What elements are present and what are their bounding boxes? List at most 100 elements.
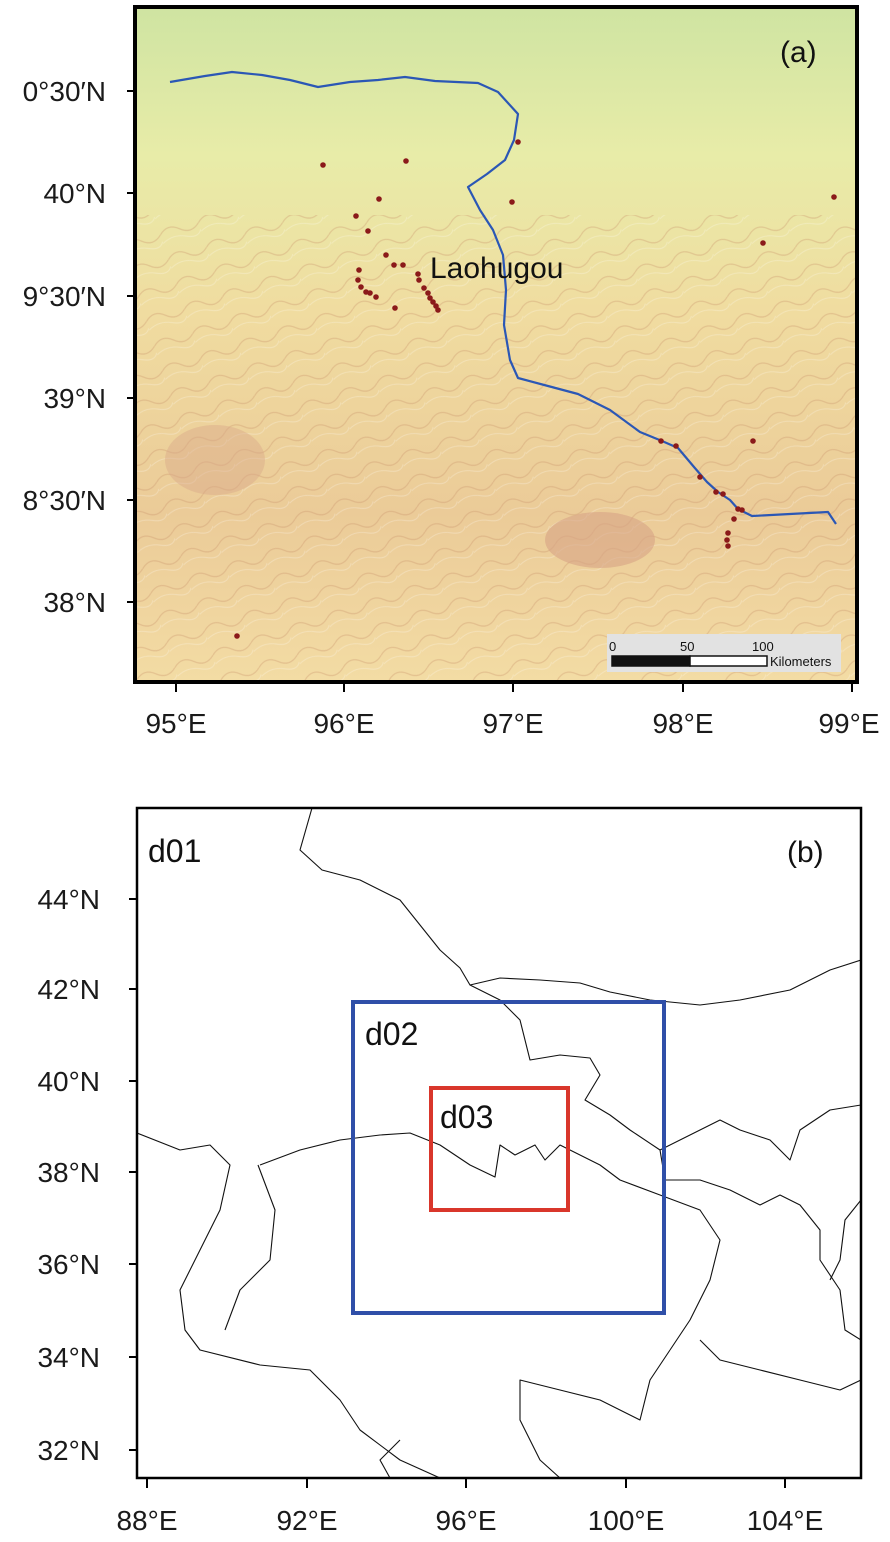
lon-tick-label: 88°E [116,1505,177,1536]
border-line [699,1339,861,1391]
lon-tick-label: 104°E [747,1505,824,1536]
river-line [169,70,837,525]
panel-a-lon-axis: 95°E 96°E 97°E 98°E 99°E [145,682,880,739]
lat-tick-label: 40°N [37,1066,100,1097]
basin-shade [545,512,655,568]
station-marker [383,252,389,258]
station-marker [367,290,373,296]
border-line [224,1164,276,1331]
station-marker [750,438,756,444]
lat-tick-label: 8°30′N [23,485,106,516]
station-marker [673,443,679,449]
panel-a: (a) Laohugou 0 50 100 Kilometers 0°30′N … [23,5,880,739]
station-marker [724,537,730,543]
station-marker [416,277,422,283]
laohugou-label: Laohugou [430,252,563,285]
station-marker [760,240,766,246]
panel-b-lon-axis: 88°E 92°E 96°E 100°E 104°E [116,1478,823,1536]
lat-tick-label: 32°N [37,1435,100,1466]
border-line [659,1149,861,1341]
panel-b-frame [135,806,863,1480]
station-marker [421,285,427,291]
border-line [379,1439,401,1478]
panel-a-lat-axis: 0°30′N 40°N 9°30′N 39°N 8°30′N 38°N [23,76,135,618]
lat-tick-label: 36°N [37,1249,100,1280]
station-markers [234,139,837,639]
station-marker [658,438,664,444]
lat-tick-label: 42°N [37,974,100,1005]
terrain-map [135,7,857,682]
lon-tick-label: 98°E [652,708,713,739]
scale-tick-50: 50 [680,639,694,654]
border-line [137,1132,441,1478]
station-marker [356,267,362,273]
station-marker [713,489,719,495]
station-marker [365,228,371,234]
panel-b-lat-axis: 44°N 42°N 40°N 38°N 36°N 34°N 32°N [37,884,137,1466]
lon-tick-label: 92°E [276,1505,337,1536]
station-marker [373,294,379,300]
station-marker [725,543,731,549]
border-line [519,1349,671,1478]
lon-tick-label: 97°E [482,708,543,739]
border-line [299,808,861,1006]
station-marker [831,194,837,200]
lon-tick-label: 95°E [145,708,206,739]
panel-b: d01 d02 d03 (b) 44°N 42°N 40°N 38°N 36°N… [37,806,863,1536]
station-marker [697,474,703,480]
lat-tick-label: 40°N [43,178,106,209]
station-marker [509,199,515,205]
scale-bar: 0 50 100 Kilometers [607,634,841,672]
border-line [469,984,861,1161]
lat-tick-label: 34°N [37,1342,100,1373]
scale-bar-white-segment [689,655,768,667]
station-marker [427,295,433,301]
station-marker [403,158,409,164]
domain-d02-box [351,1000,666,1315]
lon-tick-label: 100°E [588,1505,665,1536]
station-marker [415,271,421,277]
border-line [829,1199,861,1281]
station-marker [392,305,398,311]
station-marker [353,213,359,219]
station-marker [731,516,737,522]
panel-b-background [137,808,861,1478]
lat-tick-label: 38°N [43,587,106,618]
basin-shade [165,425,265,495]
lat-tick-label: 9°30′N [23,281,106,312]
station-marker [400,262,406,268]
station-marker [355,277,361,283]
panel-b-label: (b) [787,836,824,869]
domain-d02-label: d02 [365,1016,418,1052]
lat-tick-label: 39°N [43,383,106,414]
station-marker [234,633,240,639]
domain-d01-label: d01 [148,833,201,869]
domain-d03-box [429,1086,570,1212]
station-marker [515,139,521,145]
station-marker [358,284,364,290]
scale-unit: Kilometers [770,654,832,669]
station-marker [435,307,441,313]
station-marker [391,262,397,268]
lon-tick-label: 96°E [435,1505,496,1536]
station-marker [725,530,731,536]
lat-tick-label: 38°N [37,1157,100,1188]
scale-bar-black-segment [611,655,691,667]
scale-tick-0: 0 [609,639,616,654]
panel-a-frame [133,5,859,684]
domain-d03-label: d03 [440,1099,493,1135]
station-marker [320,162,326,168]
lon-tick-label: 96°E [313,708,374,739]
station-marker [739,507,745,513]
scale-tick-100: 100 [752,639,774,654]
station-marker [430,299,436,305]
station-marker [376,196,382,202]
lat-tick-label: 44°N [37,884,100,915]
lon-tick-label: 99°E [818,708,879,739]
panel-a-label: (a) [780,36,817,69]
province-boundaries [137,808,861,1478]
border-line [259,1132,721,1351]
lat-tick-label: 0°30′N [23,76,106,107]
station-marker [720,491,726,497]
